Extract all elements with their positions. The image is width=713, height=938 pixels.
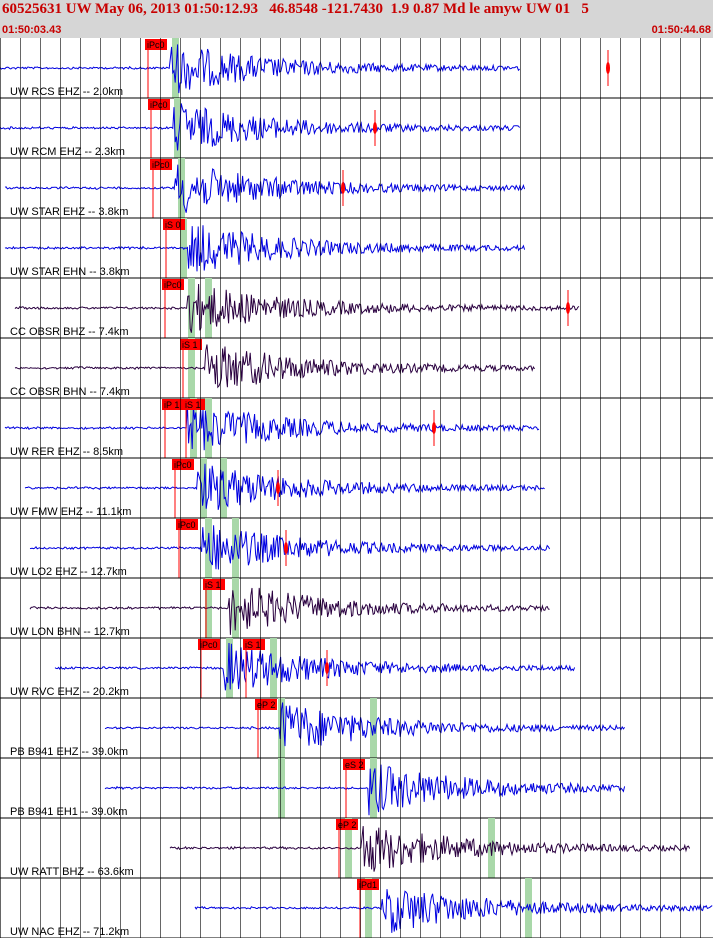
green-band [232,518,239,578]
waveform-trace [14,344,536,389]
end-time: 01:50:44.68 [651,24,711,36]
pick-box [148,99,170,110]
green-band [180,218,187,278]
pick-box [343,759,365,770]
amplitude-marker-dot [606,62,610,74]
amplitude-marker-dot [284,542,288,554]
pick-box [198,639,220,650]
amplitude-marker-dot [325,662,329,674]
pick-box [163,219,185,230]
trace-label: UW RER EHZ -- 8.5km [10,446,123,458]
trace-label: UW RCM EHZ -- 2.3km [10,146,125,158]
trace-label: UW LON BHN -- 12.7km [10,626,130,638]
amplitude-marker-dot [341,182,345,194]
green-band [345,818,352,878]
pick-label: iPc0 [147,40,165,50]
pick-box [336,819,358,830]
waveform-trace [14,283,580,333]
pick-box [145,39,167,50]
start-time: 01:50:03.43 [2,24,62,36]
pick-label: iP 1 [164,400,179,410]
waveform-trace [4,225,526,272]
waveform-trace [4,403,540,451]
amplitude-marker-dot [566,302,570,314]
pick-label: iS 1 [185,400,201,410]
pick-label: iS 1 [245,640,261,650]
pick-label: eP 2 [257,700,275,710]
pick-label: iPc0 [178,520,196,530]
green-band [370,758,377,818]
green-band [172,38,179,98]
amplitude-marker-dot [373,122,377,134]
pick-label: iPc0 [174,460,192,470]
green-band [190,398,197,458]
green-band [205,398,212,458]
pick-box [162,279,184,290]
waveform-trace [169,826,691,872]
waveform-trace [29,587,550,635]
pick-box [150,159,172,170]
green-band [188,338,195,398]
trace-label: UW STAR EHZ -- 3.8km [10,206,128,218]
trace-label: UW LO2 EHZ -- 12.7km [10,566,127,578]
waveform-trace [0,44,520,94]
waveform-trace [0,103,520,151]
pick-box [176,519,198,530]
amplitude-marker-dot [432,422,436,434]
waveform-trace [194,889,713,933]
pick-box [243,639,265,650]
trace-label: UW STAR EHN -- 3.8km [10,266,130,278]
event-summary: 60525631 UW May 06, 2013 01:50:12.93 46.… [2,1,589,17]
green-band [232,578,239,638]
waveform-trace [4,164,526,213]
waveform-trace [54,642,576,691]
trace-label: CC OBSR BHN -- 7.4km [10,386,130,398]
pick-label: iPc0 [164,280,182,290]
trace-label: PB B941 EHZ -- 39.0km [10,746,128,758]
green-band [188,278,195,338]
green-band [205,518,212,578]
green-band [174,98,181,158]
trace-label: PB B941 EH1 -- 39.0km [10,806,127,818]
trace-label: UW FMW EHZ -- 11.1km [10,506,131,518]
trace-label: UW RATT BHZ -- 63.6km [10,866,134,878]
pick-box [180,339,202,350]
event-header: 60525631 UW May 06, 2013 01:50:12.93 46.… [0,0,713,38]
trace-label: CC OBSR BHZ -- 7.4km [10,326,129,338]
waveform-trace [24,463,545,510]
pick-label: eP 2 [338,820,356,830]
trace-label: UW NAC EHZ -- 71.2km [10,926,129,938]
waveform-trace [29,525,551,570]
pick-label: iPc0 [200,640,218,650]
green-band [278,698,285,758]
pick-box [183,399,205,410]
trace-label: UW RCS EHZ -- 2.0km [10,86,123,98]
trace-label: UW RVC EHZ -- 20.2km [10,686,129,698]
green-band [488,818,495,878]
pick-box [357,879,379,890]
amplitude-marker-dot [276,482,280,494]
green-band [200,458,207,518]
waveform-trace [104,764,626,816]
pick-box [162,399,184,410]
pick-box [255,699,277,710]
pick-label: iS 1 [205,580,221,590]
pick-box [203,579,225,590]
pick-label: iPd1 [359,880,377,890]
pick-label: eS 2 [345,760,364,770]
pick-box [172,459,194,470]
pick-label: iPc0 [150,100,168,110]
pick-label: iS 1 [182,340,198,350]
pick-label: iS 0 [165,220,181,230]
waveform-trace [104,702,625,747]
